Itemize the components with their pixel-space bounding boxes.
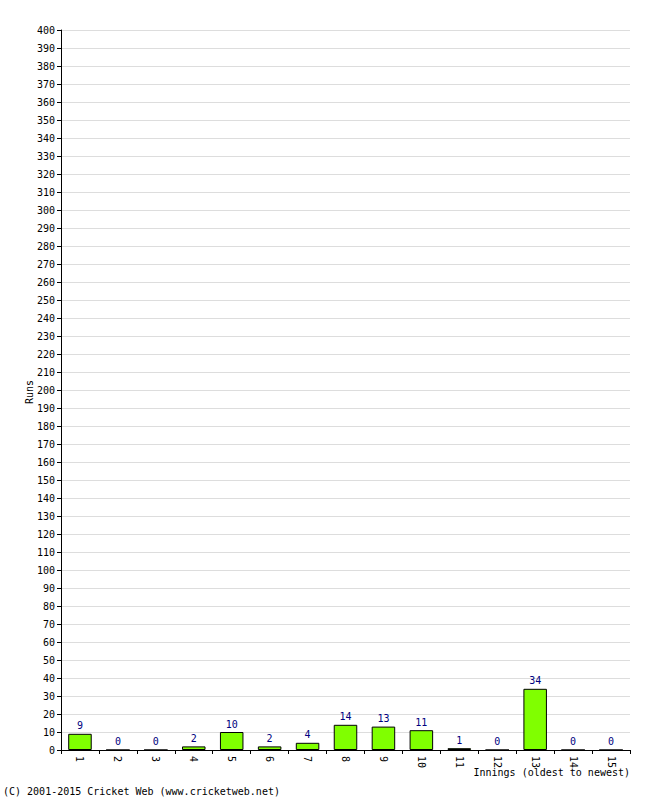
svg-text:110: 110 <box>37 547 55 558</box>
svg-text:1: 1 <box>74 756 85 762</box>
svg-text:60: 60 <box>43 637 55 648</box>
svg-text:350: 350 <box>37 115 55 126</box>
svg-text:280: 280 <box>37 241 55 252</box>
svg-text:3: 3 <box>150 756 161 762</box>
svg-text:8: 8 <box>340 756 351 762</box>
svg-text:260: 260 <box>37 277 55 288</box>
svg-text:Innings (oldest to newest): Innings (oldest to newest) <box>473 767 630 778</box>
svg-text:12: 12 <box>492 756 503 768</box>
svg-text:150: 150 <box>37 475 55 486</box>
svg-text:170: 170 <box>37 439 55 450</box>
svg-text:80: 80 <box>43 601 55 612</box>
svg-text:10: 10 <box>226 719 238 730</box>
svg-text:220: 220 <box>37 349 55 360</box>
svg-text:140: 140 <box>37 493 55 504</box>
svg-text:180: 180 <box>37 421 55 432</box>
svg-text:2: 2 <box>191 733 197 744</box>
svg-text:4: 4 <box>188 756 199 762</box>
svg-text:30: 30 <box>43 691 55 702</box>
svg-text:14: 14 <box>568 756 579 768</box>
svg-text:300: 300 <box>37 205 55 216</box>
svg-text:120: 120 <box>37 529 55 540</box>
svg-text:330: 330 <box>37 151 55 162</box>
svg-text:50: 50 <box>43 655 55 666</box>
svg-text:2: 2 <box>112 756 123 762</box>
svg-text:200: 200 <box>37 385 55 396</box>
svg-text:390: 390 <box>37 43 55 54</box>
svg-text:5: 5 <box>226 756 237 762</box>
svg-text:370: 370 <box>37 79 55 90</box>
svg-text:100: 100 <box>37 565 55 576</box>
svg-text:7: 7 <box>302 756 313 762</box>
svg-text:90: 90 <box>43 583 55 594</box>
svg-text:320: 320 <box>37 169 55 180</box>
svg-text:0: 0 <box>153 736 159 747</box>
svg-text:160: 160 <box>37 457 55 468</box>
svg-text:34: 34 <box>529 675 541 686</box>
svg-text:2: 2 <box>267 733 273 744</box>
svg-text:190: 190 <box>37 403 55 414</box>
svg-text:9: 9 <box>378 756 389 762</box>
svg-text:360: 360 <box>37 97 55 108</box>
svg-text:13: 13 <box>377 713 389 724</box>
svg-text:6: 6 <box>264 756 275 762</box>
svg-text:20: 20 <box>43 709 55 720</box>
svg-text:240: 240 <box>37 313 55 324</box>
svg-text:11: 11 <box>454 756 465 768</box>
svg-text:0: 0 <box>608 736 614 747</box>
svg-text:380: 380 <box>37 61 55 72</box>
svg-text:(C) 2001-2015 Cricket Web (www: (C) 2001-2015 Cricket Web (www.cricketwe… <box>3 786 280 797</box>
svg-text:4: 4 <box>305 729 311 740</box>
svg-text:250: 250 <box>37 295 55 306</box>
svg-text:0: 0 <box>494 736 500 747</box>
svg-text:15: 15 <box>606 756 617 768</box>
svg-text:130: 130 <box>37 511 55 522</box>
svg-text:13: 13 <box>530 756 541 768</box>
svg-text:310: 310 <box>37 187 55 198</box>
svg-text:0: 0 <box>115 736 121 747</box>
svg-text:1: 1 <box>456 735 462 746</box>
svg-text:Runs: Runs <box>24 380 35 404</box>
svg-text:0: 0 <box>570 736 576 747</box>
svg-text:10: 10 <box>416 756 427 768</box>
svg-text:40: 40 <box>43 673 55 684</box>
svg-text:10: 10 <box>43 727 55 738</box>
svg-text:290: 290 <box>37 223 55 234</box>
svg-text:230: 230 <box>37 331 55 342</box>
svg-text:0: 0 <box>49 745 55 756</box>
svg-text:270: 270 <box>37 259 55 270</box>
svg-text:9: 9 <box>77 720 83 731</box>
svg-text:11: 11 <box>415 717 427 728</box>
svg-text:14: 14 <box>339 711 351 722</box>
svg-text:210: 210 <box>37 367 55 378</box>
svg-text:340: 340 <box>37 133 55 144</box>
svg-text:400: 400 <box>37 25 55 36</box>
svg-text:70: 70 <box>43 619 55 630</box>
